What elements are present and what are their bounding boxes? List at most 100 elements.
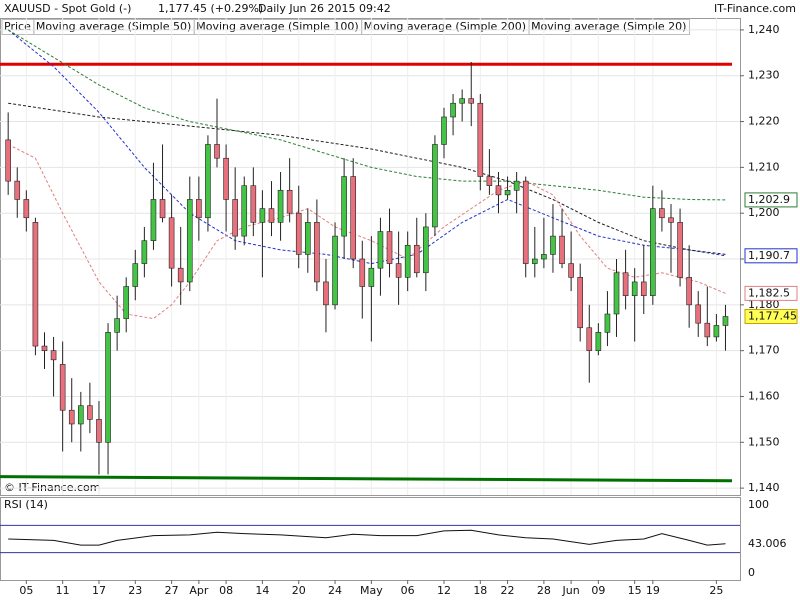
candle-body — [68, 409, 75, 425]
candle-body — [441, 116, 447, 145]
candle-body — [141, 240, 148, 264]
x-tick-label: 19 — [646, 584, 660, 597]
x-tick-label: 06 — [401, 584, 415, 597]
candle-body — [186, 199, 193, 283]
legend-entry: Moving average (Simple 50) — [36, 20, 191, 33]
copyright: © IT-Finance.com — [4, 481, 101, 494]
candle-body — [504, 189, 511, 196]
candle-body — [268, 208, 275, 223]
x-tick-label: 09 — [591, 584, 605, 597]
price-label: 1,190.7 — [748, 249, 790, 262]
candle-body — [150, 199, 157, 241]
legend: Price Moving average (Simple 50) Moving av… — [1, 19, 690, 35]
price-label: 1,177.45 — [748, 310, 797, 323]
candle-body — [559, 235, 565, 264]
candle-body — [577, 277, 583, 329]
candle-body — [232, 199, 238, 237]
candle-body — [196, 199, 202, 219]
candle-body — [695, 304, 702, 324]
brand: IT-Finance.com — [714, 2, 796, 15]
x-tick-label: 24 — [328, 584, 342, 597]
legend-entry: Moving average (Simple 200) — [364, 20, 526, 33]
moving-average-line — [7, 144, 726, 320]
x-tick-label: 11 — [56, 584, 70, 597]
candle-body — [541, 254, 547, 260]
candle-body — [704, 322, 711, 338]
y-tick-label: 1,210 — [748, 160, 780, 173]
x-tick-label: 17 — [92, 584, 106, 597]
candle-body — [668, 217, 674, 223]
candle-body — [132, 263, 139, 287]
price-label: 1,182.5 — [748, 286, 790, 299]
y-tick-label: 1,170 — [748, 344, 780, 357]
candle-body — [5, 139, 11, 182]
price-label: 1,202.9 — [748, 193, 790, 206]
x-tick-label: Apr — [189, 584, 209, 597]
x-tick-label: 18 — [473, 584, 487, 597]
candle-body — [259, 208, 266, 223]
legend-entry: Moving average (Simple 20) — [531, 20, 686, 33]
candle-body — [295, 212, 302, 255]
candle-body — [59, 364, 66, 411]
candle-body — [522, 180, 529, 264]
candle-body — [722, 316, 729, 326]
candle-body — [323, 281, 329, 306]
candle-body — [659, 208, 665, 219]
y-tick-label: 1,200 — [748, 206, 780, 219]
candle-body — [123, 286, 130, 319]
candle-body — [286, 189, 293, 214]
legend-entry: Moving average (Simple 100) — [196, 20, 358, 33]
quote: 1,177.45 (+0.29%) — [158, 2, 263, 15]
candle-body — [450, 102, 456, 118]
rsi-last-label: 43.006 — [748, 537, 787, 550]
candle-body — [341, 176, 347, 237]
price-label-box — [744, 192, 798, 208]
x-tick-label: 14 — [255, 584, 269, 597]
candle-body — [531, 258, 538, 264]
rsi-title: RSI (14) — [4, 498, 48, 511]
x-tick-label: 20 — [292, 584, 306, 597]
candle-body — [32, 222, 39, 347]
candle-body — [50, 350, 57, 361]
x-tick-label: 12 — [437, 584, 451, 597]
rsi-tick-label: 100 — [748, 498, 769, 511]
candle-body — [595, 332, 602, 351]
candle-body — [205, 144, 211, 219]
candle-body — [686, 277, 692, 306]
candle-body — [477, 102, 484, 177]
candle-body — [432, 144, 438, 228]
candle-body — [314, 222, 320, 283]
candle-body — [413, 244, 420, 274]
x-tick-label: 05 — [19, 584, 33, 597]
candle-body — [214, 144, 220, 159]
candle-body — [96, 419, 102, 443]
price-label-box — [744, 248, 798, 264]
x-tick-label: 22 — [501, 584, 515, 597]
candle-body — [223, 157, 229, 200]
candle-body — [513, 180, 520, 191]
rsi-tick-label: 0 — [748, 566, 755, 579]
candle-body — [395, 263, 402, 278]
candle-body — [277, 189, 284, 223]
y-tick-label: 1,240 — [748, 23, 780, 36]
y-tick-label: 1,230 — [748, 69, 780, 82]
candle-body — [640, 281, 647, 296]
candle-body — [177, 267, 184, 283]
candle-body — [78, 405, 84, 425]
candle-body — [359, 258, 366, 287]
candle-body — [23, 199, 30, 219]
x-tick-label: 28 — [537, 584, 551, 597]
candle-body — [423, 226, 429, 274]
candle-body — [105, 332, 111, 443]
candle-body — [631, 281, 638, 296]
candle-body — [241, 185, 248, 237]
candle-body — [305, 222, 311, 255]
candle-body — [495, 185, 502, 196]
candle-body — [250, 185, 257, 223]
candle-body — [368, 267, 375, 287]
candle-body — [613, 272, 620, 315]
candle-body — [14, 180, 21, 200]
rsi-line — [8, 529, 726, 546]
x-tick-label: 23 — [128, 584, 142, 597]
